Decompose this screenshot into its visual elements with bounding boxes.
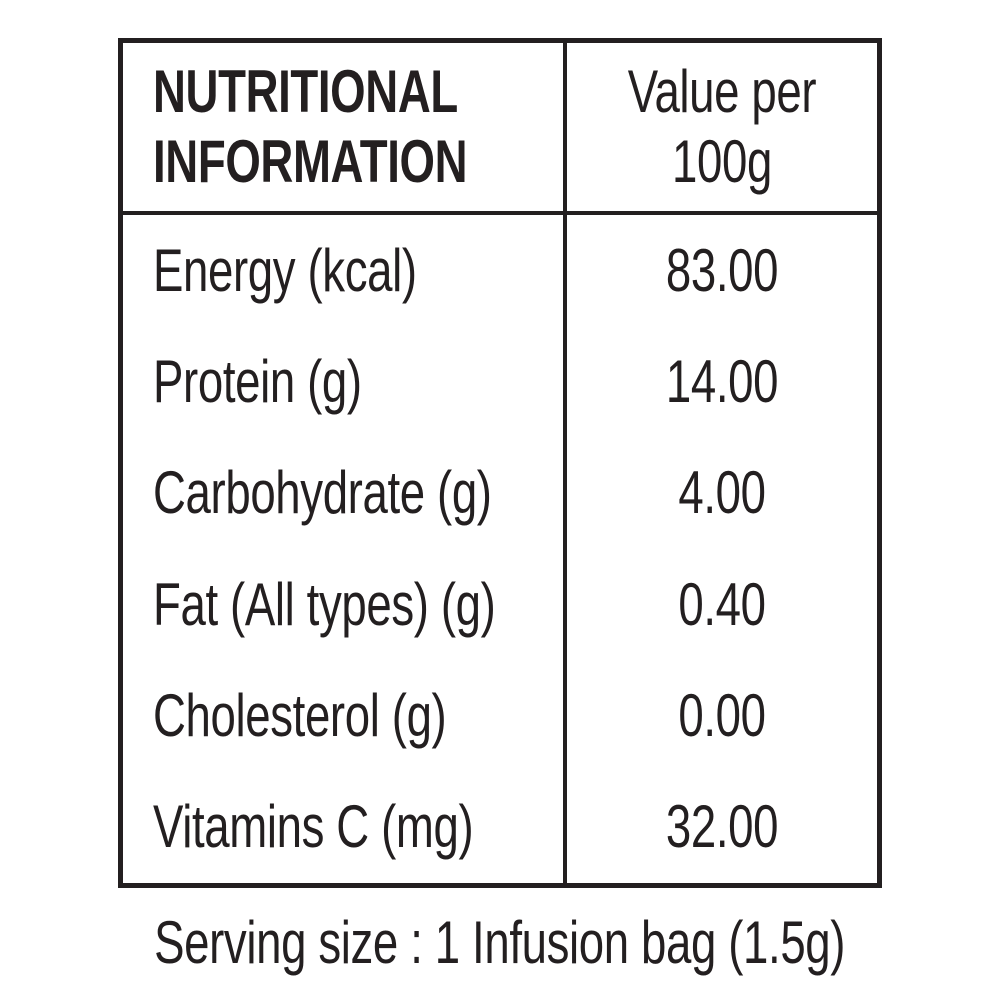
row-label: Fat (All types) (g) <box>153 570 496 638</box>
table-row-fat: Fat (All types) (g) 0.40 <box>123 549 877 660</box>
table-row-carbohydrate: Carbohydrate (g) 4.00 <box>123 438 877 549</box>
row-value: 83.00 <box>665 236 779 304</box>
row-value: 4.00 <box>678 459 766 527</box>
row-label: Energy (kcal) <box>153 236 417 304</box>
header-value-per-text: Value per 100g <box>627 58 817 195</box>
row-label: Carbohydrate (g) <box>153 459 492 527</box>
row-label: Vitamins C (mg) <box>153 793 474 861</box>
table-row-vitamin-c: Vitamins C (mg) 32.00 <box>123 772 877 883</box>
row-value-cell: 83.00 <box>567 215 877 326</box>
table-header-row: NUTRITIONAL INFORMATION Value per 100g <box>123 43 877 215</box>
column-divider-line <box>563 43 567 883</box>
row-label-cell: Vitamins C (mg) <box>123 772 567 883</box>
row-value: 0.00 <box>678 681 766 749</box>
serving-size-text: Serving size : 1 Infusion bag (1.5g) <box>154 909 846 976</box>
row-value: 32.00 <box>665 793 779 861</box>
row-value: 14.00 <box>665 347 779 415</box>
row-label: Protein (g) <box>153 347 362 415</box>
row-value: 0.40 <box>678 570 766 638</box>
row-label-cell: Energy (kcal) <box>123 215 567 326</box>
row-value-cell: 14.00 <box>567 326 877 437</box>
nutrition-table: NUTRITIONAL INFORMATION Value per 100g E… <box>118 38 882 888</box>
table-row-energy: Energy (kcal) 83.00 <box>123 215 877 326</box>
header-cell-nutritional-information: NUTRITIONAL INFORMATION <box>123 43 567 211</box>
row-label-cell: Carbohydrate (g) <box>123 438 567 549</box>
table-body: Energy (kcal) 83.00 Protein (g) 14.00 Ca… <box>123 215 877 883</box>
row-value-cell: 32.00 <box>567 772 877 883</box>
nutrition-label: NUTRITIONAL INFORMATION Value per 100g E… <box>0 38 1000 978</box>
header-title-text: NUTRITIONAL INFORMATION <box>153 58 468 195</box>
row-label: Cholesterol (g) <box>153 681 447 749</box>
row-value-cell: 0.40 <box>567 549 877 660</box>
row-label-cell: Cholesterol (g) <box>123 660 567 771</box>
table-row-cholesterol: Cholesterol (g) 0.00 <box>123 660 877 771</box>
row-value-cell: 4.00 <box>567 438 877 549</box>
serving-size-note: Serving size : 1 Infusion bag (1.5g) <box>0 908 1000 978</box>
header-cell-value-per-100g: Value per 100g <box>567 43 877 211</box>
row-label-cell: Fat (All types) (g) <box>123 549 567 660</box>
row-label-cell: Protein (g) <box>123 326 567 437</box>
table-row-protein: Protein (g) 14.00 <box>123 326 877 437</box>
row-value-cell: 0.00 <box>567 660 877 771</box>
